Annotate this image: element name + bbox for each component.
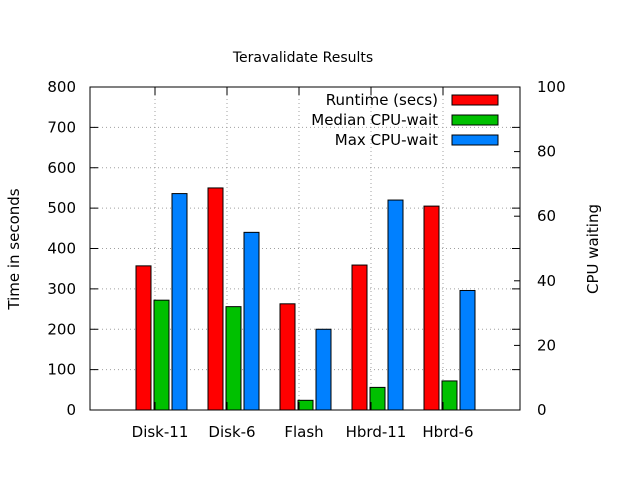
bar-max-cpu-wait-disk-6 [243, 231, 260, 411]
bar-median-cpu-wait-hbrd-6 [441, 380, 458, 411]
x-tick-label: Hbrd-6 [422, 423, 473, 441]
chart-title: Teravalidate Results [232, 50, 373, 66]
y-tick-label: 600 [47, 159, 76, 177]
legend-swatch [451, 134, 499, 146]
y-axis-title: Time in seconds [5, 188, 23, 310]
y-tick-label: 800 [47, 78, 76, 96]
bar-max-cpu-wait-disk-11 [171, 193, 188, 411]
y2-tick-label: 80 [537, 143, 556, 161]
legend-swatch [451, 94, 499, 106]
y2-tick-label: 20 [537, 336, 556, 354]
bar-median-cpu-wait-hbrd-11 [369, 386, 386, 411]
y2-tick-label: 0 [537, 401, 547, 419]
bar-runtime-secs-flash [279, 303, 296, 411]
legend: Runtime (secs) Median CPU-wait Max CPU-wai… [311, 91, 499, 149]
bar-median-cpu-wait-disk-11 [153, 299, 170, 411]
y2-tick-label: 40 [537, 272, 556, 290]
y-tick-label: 400 [47, 240, 76, 258]
x-tick-label: Disk-11 [132, 423, 189, 441]
x-tick-label: Hbrd-11 [346, 423, 407, 441]
legend-swatch [451, 114, 499, 126]
legend-label: Median CPU-wait [311, 111, 438, 129]
y2-axis-title: CPU waiting [584, 204, 602, 294]
y-tick-label: 700 [47, 118, 76, 136]
bar-runtime-secs-disk-11 [135, 265, 152, 411]
bars [135, 187, 476, 411]
bar-median-cpu-wait-disk-6 [225, 306, 242, 411]
y-tick-label: 300 [47, 280, 76, 298]
y-tick-label: 200 [47, 320, 76, 338]
bar-median-cpu-wait-flash [297, 399, 314, 411]
bar-max-cpu-wait-hbrd-6 [459, 289, 476, 411]
y2-tick-label: 100 [537, 78, 566, 96]
x-tick-label: Disk-6 [208, 423, 255, 441]
ticks [90, 86, 520, 411]
legend-label: Max CPU-wait [335, 131, 438, 149]
y-tick-label: 0 [66, 401, 76, 419]
bar-max-cpu-wait-flash [315, 328, 332, 411]
bar-runtime-secs-hbrd-6 [423, 205, 440, 411]
y-tick-label: 100 [47, 361, 76, 379]
bar-runtime-secs-hbrd-11 [351, 264, 368, 411]
y-tick-label: 500 [47, 199, 76, 217]
bar-max-cpu-wait-hbrd-11 [387, 199, 404, 411]
x-tick-label: Flash [284, 423, 323, 441]
y2-tick-label: 60 [537, 207, 556, 225]
bar-runtime-secs-disk-6 [207, 187, 224, 411]
tick-labels: 0 100 200 300 400 500 600 700 800 0 20 40 60 80 100 Dis… [47, 78, 565, 441]
legend-label: Runtime (secs) [326, 91, 438, 109]
